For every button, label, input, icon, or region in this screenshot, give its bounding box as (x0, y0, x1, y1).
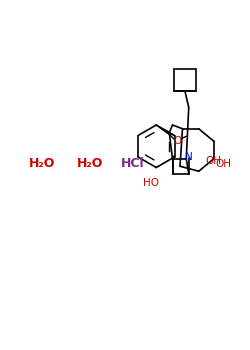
Text: H₂O: H₂O (29, 157, 56, 170)
Text: OH: OH (205, 156, 221, 166)
Text: O: O (174, 136, 182, 146)
Text: N: N (186, 153, 193, 162)
Text: HO: HO (143, 177, 159, 188)
Text: HCl: HCl (121, 157, 144, 170)
Text: H₂O: H₂O (77, 157, 103, 170)
Text: OH: OH (216, 159, 232, 169)
